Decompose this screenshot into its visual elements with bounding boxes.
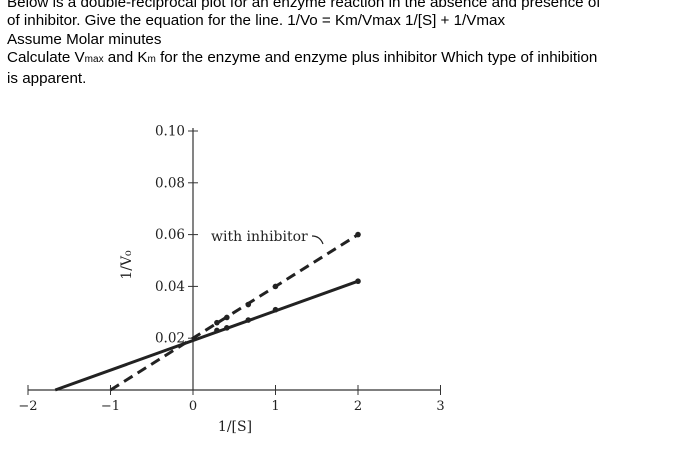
- question-text-fragment: for the enzyme and enzyme plus inhibitor…: [155, 49, 598, 67]
- question-text-fragment: and K: [103, 49, 148, 67]
- y-tick-label: 0.08: [155, 175, 185, 191]
- vmax-subscript: max: [84, 54, 104, 66]
- x-tick-label: −1: [101, 399, 120, 414]
- uninhibited-data-point: [214, 327, 220, 334]
- x-axis-label: 1/[S]: [218, 419, 252, 435]
- y-tick-label: 0.06: [155, 227, 185, 243]
- question-text-fragment: Calculate V: [7, 49, 85, 67]
- plot-labels: −2 −1 0 1 2 3 0.02 0.04 0.06 0.08 0.10 1/[S] 1/V₀ wit…: [18, 124, 444, 436]
- question-line: Calculate Vmax and Km for the enzyme and…: [7, 49, 683, 69]
- plot-series: [54, 231, 361, 392]
- question-line: Assume Molar minutes: [7, 30, 162, 48]
- km-subscript: m: [147, 54, 156, 66]
- uninhibited-data-point: [355, 278, 361, 285]
- x-tick-label: 2: [354, 399, 362, 414]
- x-tick-label: 3: [436, 399, 444, 414]
- question-line: of inhibitor. Give the equation for the …: [7, 12, 506, 30]
- y-tick-label: 0.04: [155, 279, 185, 295]
- inhibitor-data-point: [355, 231, 361, 238]
- question-line: is apparent.: [7, 69, 87, 87]
- inhibitor-data-point: [214, 319, 220, 326]
- question-line: Below is a double-reciprocal plot for an…: [7, 0, 601, 11]
- y-tick-label: 0.02: [155, 331, 185, 347]
- inhibitor-data-point: [245, 301, 252, 308]
- x-tick-label: 0: [189, 399, 197, 414]
- inhibitor-data-point: [224, 314, 230, 321]
- annotation-leader: [311, 235, 324, 245]
- question-text: Below is a double-reciprocal plot for an…: [7, 0, 683, 88]
- inhibitor-annotation: with inhibitor: [211, 229, 308, 245]
- inhibitor-data-point: [272, 283, 279, 290]
- y-axis-label: 1/V₀: [119, 250, 135, 280]
- axes: [27, 128, 441, 395]
- y-tick-label: 0.10: [155, 124, 185, 140]
- uninhibited-series-line: [54, 279, 359, 392]
- uninhibited-data-point: [224, 325, 230, 331]
- uninhibited-data-point: [245, 317, 252, 323]
- x-tick-label: −2: [18, 399, 37, 414]
- x-tick-label: 1: [271, 399, 279, 414]
- inhibitor-series-line: [109, 233, 359, 392]
- uninhibited-data-point: [272, 306, 279, 313]
